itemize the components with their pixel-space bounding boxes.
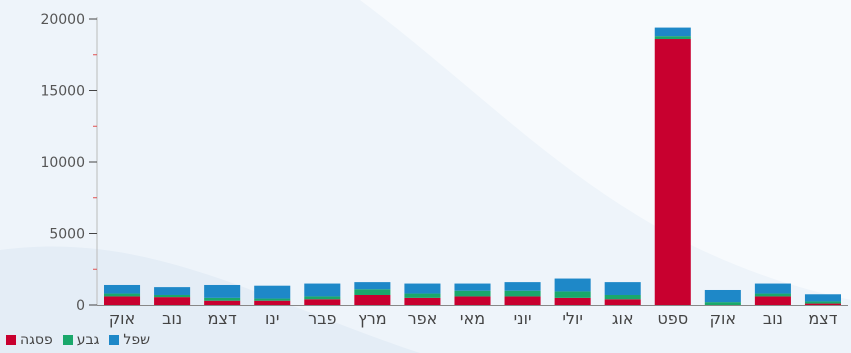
bar-segment[interactable]: פסגה: 500 [554, 297, 591, 305]
bar-segment[interactable]: פסגה: 100 [804, 303, 841, 305]
legend-swatch [62, 335, 73, 345]
bar-segment[interactable]: שפל: 850 [704, 289, 741, 303]
legend-swatch [6, 335, 16, 345]
x-category-label: ינו [265, 309, 279, 328]
bar-segment[interactable]: שפל: 900 [204, 284, 241, 298]
bar-segment[interactable]: גבע: 200 [104, 293, 141, 297]
y-tick-label: 5000 [49, 227, 85, 243]
bar-segment[interactable]: שפל: 500 [454, 283, 491, 291]
bar-segment[interactable]: שפל: 700 [754, 283, 791, 294]
bar-segment[interactable]: פסגה: 700 [354, 294, 391, 305]
legend-label: גבע [76, 332, 100, 348]
x-category-label: יוני [514, 309, 532, 328]
x-category-label: נוב [162, 309, 182, 328]
legend-swatch [109, 335, 120, 345]
x-category-label: דצמ [208, 309, 237, 328]
bar-segment[interactable]: שפל: 550 [154, 287, 191, 295]
x-category-label: אוק [710, 309, 736, 328]
bar-segment[interactable]: פסגה: 400 [604, 299, 641, 305]
legend: פסגה גבע שפל [6, 330, 150, 350]
y-tick-label: 20000 [40, 12, 85, 28]
bar-segment[interactable]: גבע: 400 [504, 290, 541, 297]
x-category-label: ספט [657, 309, 688, 328]
bar-segment[interactable]: פסגה: 600 [104, 296, 141, 305]
y-tick-label: 15000 [40, 84, 85, 100]
bar-segment[interactable]: שפל: 900 [304, 283, 341, 297]
bar-segment[interactable]: שפל: 600 [504, 282, 541, 291]
bar-segment[interactable]: פסגה: 18600 [654, 39, 691, 306]
x-category-label: אוק [109, 309, 135, 328]
bar-segment[interactable]: שפל: 500 [804, 294, 841, 302]
x-category-label: אפר [408, 309, 438, 328]
x-category-label: מאי [460, 309, 485, 328]
x-category-label: מרץ [358, 309, 387, 328]
bar-segment[interactable]: שפל: 700 [404, 283, 441, 294]
bar-segment[interactable]: גבע: 200 [654, 36, 691, 40]
bar-segment[interactable]: פסגה: 550 [154, 297, 191, 305]
bar-segment[interactable]: פסגה: 300 [204, 300, 241, 305]
bar-segment[interactable]: גבע: 150 [804, 301, 841, 304]
bar-segment[interactable]: פסגה: 600 [754, 296, 791, 305]
bar-segment[interactable]: גבע: 200 [704, 302, 741, 305]
bar-segment[interactable]: שפל: 600 [654, 27, 691, 37]
bar-segment[interactable]: שפל: 600 [104, 284, 141, 294]
bar-segment[interactable]: גבע: 300 [604, 294, 641, 300]
legend-label: שפל [123, 332, 151, 348]
y-tick-label: 10000 [40, 155, 85, 171]
bar-segment[interactable]: פסגה: 400 [304, 299, 341, 305]
bar-segment[interactable]: גבע: 150 [254, 298, 291, 301]
bar-segment[interactable]: גבע: 400 [354, 289, 391, 295]
y-tick-label: 0 [76, 298, 85, 314]
bar-segment[interactable]: שפל: 500 [354, 282, 391, 290]
legend-item[interactable]: פסגה [6, 332, 53, 348]
bar-segment[interactable]: שפל: 900 [254, 285, 291, 299]
legend-item[interactable]: שפל [109, 332, 150, 348]
x-category-label: פבר [308, 309, 336, 328]
bar-segment[interactable]: פסגה: 600 [504, 296, 541, 305]
legend-item[interactable]: גבע [62, 332, 100, 348]
bar-segment[interactable]: גבע: 150 [154, 294, 191, 298]
x-category-label: נוב [763, 309, 783, 328]
bar-segment[interactable]: פסגה: 500 [404, 297, 441, 305]
x-category-label: יולי [562, 309, 583, 328]
bar-segment[interactable]: שפל: 900 [554, 278, 591, 292]
bar-segment[interactable]: גבע: 450 [554, 291, 591, 298]
bar-segment[interactable]: שפל: 900 [604, 282, 641, 295]
bar-segment[interactable]: גבע: 200 [204, 297, 241, 301]
bar-segment[interactable]: גבע: 300 [404, 293, 441, 298]
bar-segment[interactable]: גבע: 200 [754, 293, 791, 297]
x-category-label: אוג [612, 309, 634, 328]
background-swoosh [360, 0, 851, 300]
x-category-label: דצמ [808, 309, 837, 328]
bar-segment[interactable]: פסגה: 300 [254, 300, 291, 305]
bar-segment[interactable]: פסגה: 600 [454, 296, 491, 305]
legend-label: פסגה [20, 332, 53, 348]
bar-segment[interactable]: גבע: 400 [454, 290, 491, 297]
stacked-bar-chart: 05000100001500020000פסגה: 600גבע: 200שפל… [40, 12, 848, 328]
bar-segment[interactable]: גבע: 200 [304, 296, 341, 300]
